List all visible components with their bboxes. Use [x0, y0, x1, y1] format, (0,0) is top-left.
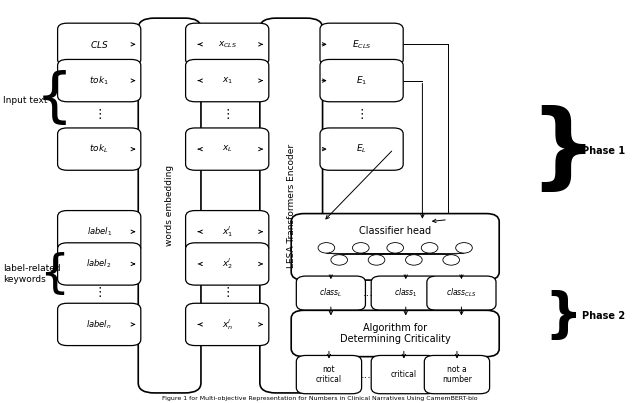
Circle shape	[353, 243, 369, 253]
FancyBboxPatch shape	[58, 243, 141, 285]
FancyBboxPatch shape	[186, 128, 269, 170]
FancyBboxPatch shape	[291, 310, 499, 357]
FancyBboxPatch shape	[291, 214, 499, 280]
Text: $x_2^l$: $x_2^l$	[221, 256, 233, 272]
Text: $x_{CLS}$: $x_{CLS}$	[218, 39, 237, 50]
Text: Input text: Input text	[3, 96, 48, 105]
FancyBboxPatch shape	[320, 59, 403, 102]
FancyBboxPatch shape	[186, 23, 269, 65]
Text: $label_n$: $label_n$	[86, 318, 112, 331]
Text: $x_1$: $x_1$	[221, 75, 233, 86]
Text: $label_2$: $label_2$	[86, 258, 112, 270]
FancyBboxPatch shape	[371, 276, 440, 310]
Text: ⋮: ⋮	[221, 286, 234, 299]
Text: label-related
keywords: label-related keywords	[3, 264, 61, 284]
Text: not
critical: not critical	[316, 365, 342, 384]
Text: ⋮: ⋮	[221, 108, 234, 121]
FancyBboxPatch shape	[320, 128, 403, 170]
Circle shape	[387, 243, 404, 253]
Text: critical: critical	[391, 370, 417, 379]
Text: $E_L$: $E_L$	[356, 143, 367, 156]
Circle shape	[331, 255, 348, 265]
Text: }: }	[529, 105, 597, 197]
FancyBboxPatch shape	[427, 276, 496, 310]
Text: $x_n^l$: $x_n^l$	[221, 317, 233, 332]
FancyBboxPatch shape	[320, 23, 403, 65]
Circle shape	[406, 255, 422, 265]
FancyBboxPatch shape	[296, 276, 365, 310]
Text: Phase 2: Phase 2	[582, 312, 625, 321]
Text: ⋮: ⋮	[355, 108, 368, 121]
Text: {: {	[36, 70, 73, 127]
FancyBboxPatch shape	[371, 355, 436, 394]
Text: Phase 1: Phase 1	[582, 146, 625, 156]
Text: $E_1$: $E_1$	[356, 74, 367, 87]
FancyBboxPatch shape	[58, 128, 141, 170]
FancyBboxPatch shape	[186, 210, 269, 253]
FancyBboxPatch shape	[186, 243, 269, 285]
Circle shape	[443, 255, 460, 265]
Text: ...: ...	[361, 370, 372, 380]
Text: $class_{CLS}$: $class_{CLS}$	[446, 287, 477, 299]
Text: ...: ...	[363, 288, 374, 298]
Text: $class_1$: $class_1$	[394, 287, 418, 299]
FancyBboxPatch shape	[186, 59, 269, 102]
FancyBboxPatch shape	[296, 355, 362, 394]
Text: Classifier head: Classifier head	[359, 226, 431, 235]
Text: not a
number: not a number	[442, 365, 472, 384]
Text: $tok_1$: $tok_1$	[90, 74, 109, 87]
Text: LESA Transformers Encoder: LESA Transformers Encoder	[287, 143, 296, 268]
Circle shape	[368, 255, 385, 265]
Text: $x_L$: $x_L$	[222, 144, 232, 154]
FancyBboxPatch shape	[424, 355, 490, 394]
Text: }: }	[545, 290, 582, 343]
Text: $tok_L$: $tok_L$	[90, 143, 109, 156]
FancyBboxPatch shape	[138, 18, 201, 393]
FancyBboxPatch shape	[58, 210, 141, 253]
Text: $x_1^l$: $x_1^l$	[221, 224, 233, 239]
Text: ⋮: ⋮	[93, 108, 106, 121]
Text: ⋮: ⋮	[93, 286, 106, 299]
FancyBboxPatch shape	[260, 18, 323, 393]
Text: Algorithm for
Determining Criticality: Algorithm for Determining Criticality	[340, 323, 451, 344]
Text: $class_L$: $class_L$	[319, 287, 342, 299]
Text: Figure 1 for Multi-objective Representation for Numbers in Clinical Narratives U: Figure 1 for Multi-objective Representat…	[162, 396, 478, 401]
FancyBboxPatch shape	[58, 23, 141, 65]
FancyBboxPatch shape	[58, 59, 141, 102]
FancyBboxPatch shape	[58, 303, 141, 345]
Text: words embedding: words embedding	[165, 165, 174, 246]
Text: {: {	[39, 252, 70, 297]
Text: $E_{CLS}$: $E_{CLS}$	[352, 38, 371, 51]
Text: $label_1$: $label_1$	[86, 225, 112, 238]
FancyBboxPatch shape	[186, 303, 269, 345]
Circle shape	[456, 243, 472, 253]
Circle shape	[318, 243, 335, 253]
Text: $CLS$: $CLS$	[90, 39, 109, 50]
Circle shape	[421, 243, 438, 253]
